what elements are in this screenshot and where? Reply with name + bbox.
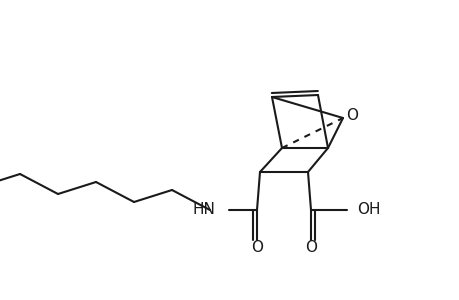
Text: O: O — [304, 241, 316, 256]
Text: O: O — [345, 109, 357, 124]
Text: OH: OH — [356, 202, 380, 217]
Text: HN: HN — [192, 202, 214, 217]
Text: O: O — [251, 241, 263, 256]
